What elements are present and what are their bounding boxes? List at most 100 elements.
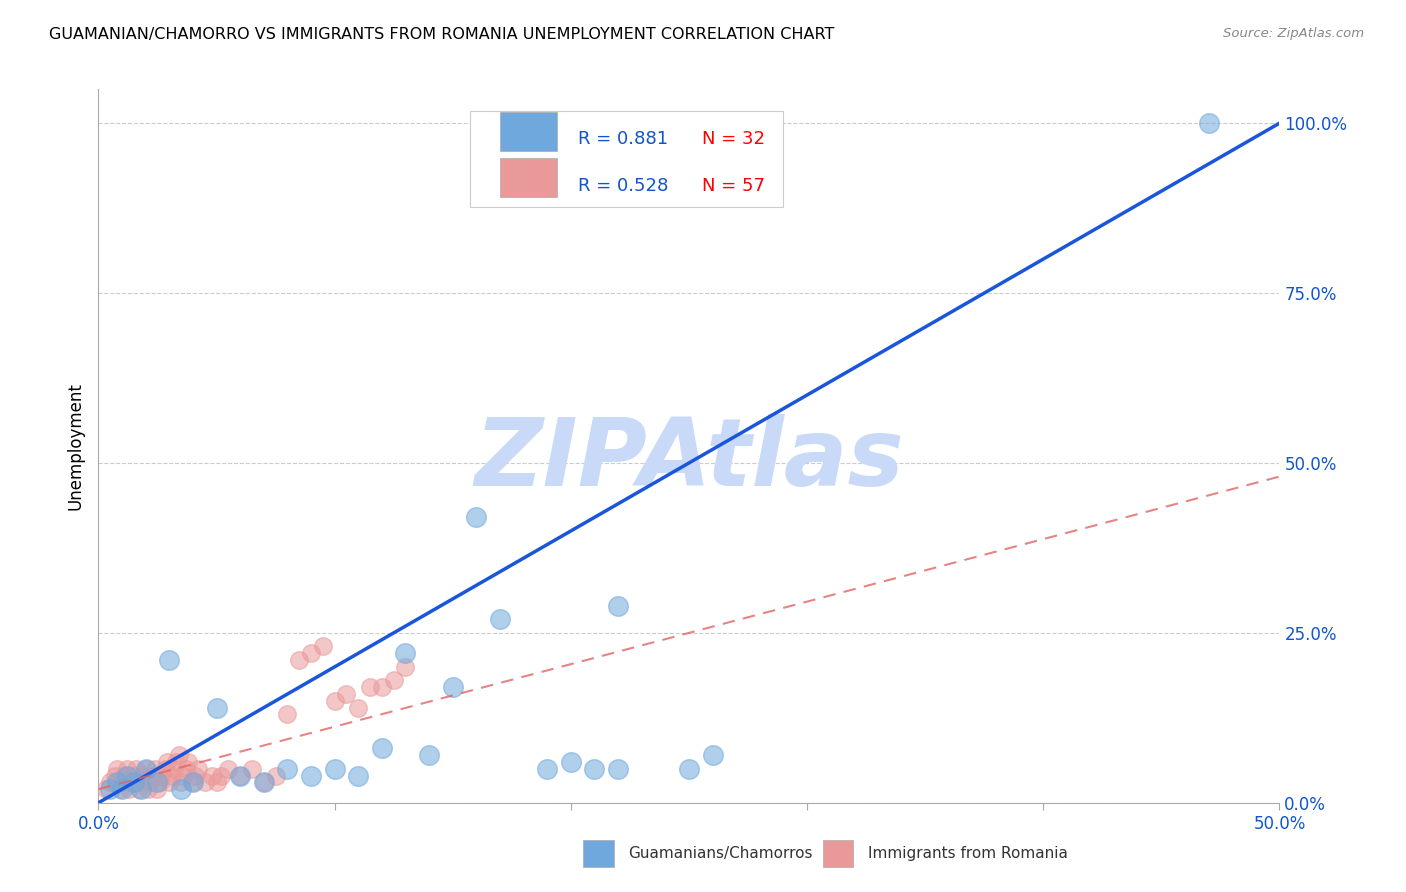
Point [194,775,217,789]
Point [146,775,169,789]
Point [122,769,145,783]
Point [132,769,155,783]
Bar [583,840,614,867]
Point [112,769,135,783]
Point [299,646,322,660]
Point [170,775,193,789]
Point [172,769,194,783]
Point [347,700,370,714]
Point [165,755,187,769]
Point [157,775,180,789]
Text: Source: ZipAtlas.com: Source: ZipAtlas.com [1223,27,1364,40]
Point [149,775,172,789]
Point [135,762,157,776]
Point [240,762,263,776]
Point [150,769,173,783]
Point [299,769,322,783]
Point [205,700,228,714]
Text: N = 32: N = 32 [702,130,765,148]
Point [489,612,512,626]
Point [312,640,335,654]
Point [167,748,190,763]
Point [678,762,700,776]
Point [111,775,134,789]
Point [441,680,464,694]
Point [276,707,298,722]
Point [205,775,228,789]
Point [347,769,370,783]
Point [108,782,131,797]
Point [382,673,405,688]
Point [276,762,298,776]
FancyBboxPatch shape [501,112,557,151]
Point [583,762,606,776]
Point [229,769,252,783]
Point [146,782,169,797]
Point [264,769,287,783]
Point [177,755,200,769]
Point [105,762,128,776]
Point [163,762,186,776]
Point [104,769,127,783]
Point [122,775,145,789]
Point [181,775,204,789]
Text: ZIPAtlas: ZIPAtlas [474,414,904,507]
Point [323,762,346,776]
Point [94,782,117,797]
Point [98,782,121,797]
Point [139,775,162,789]
Point [560,755,582,769]
Point [181,775,204,789]
Point [702,748,724,763]
Text: R = 0.528: R = 0.528 [578,177,668,194]
Point [98,775,121,789]
Point [121,775,143,789]
Point [418,748,440,763]
Point [394,646,416,660]
Point [170,782,193,797]
Point [217,762,239,776]
Point [1198,116,1220,130]
Point [201,769,224,783]
Point [371,741,394,756]
Point [129,775,152,789]
Point [323,694,346,708]
Text: N = 57: N = 57 [702,177,765,194]
Point [187,762,209,776]
Point [184,769,207,783]
Point [128,782,150,797]
Point [125,762,148,776]
Text: GUAMANIAN/CHAMORRO VS IMMIGRANTS FROM ROMANIA UNEMPLOYMENT CORRELATION CHART: GUAMANIAN/CHAMORRO VS IMMIGRANTS FROM RO… [49,27,835,42]
Point [288,653,311,667]
Point [143,762,166,776]
Point [115,769,138,783]
Point [160,769,183,783]
Text: Guamanians/Chamorros: Guamanians/Chamorros [628,847,813,861]
FancyBboxPatch shape [501,158,557,197]
Point [536,762,558,776]
Point [135,762,157,776]
Point [209,769,232,783]
Point [129,782,152,797]
Y-axis label: Unemployment: Unemployment [66,382,84,510]
Point [142,769,165,783]
Bar [823,840,853,867]
Point [371,680,394,694]
Point [136,782,159,797]
Point [335,687,357,701]
Point [115,762,138,776]
Point [153,762,176,776]
Point [111,782,134,797]
Point [174,762,197,776]
Point [229,769,252,783]
Text: Immigrants from Romania: Immigrants from Romania [868,847,1067,861]
Point [607,599,630,613]
Point [465,510,488,524]
Point [394,660,416,674]
Point [253,775,276,789]
Point [105,775,128,789]
Point [359,680,381,694]
Point [253,775,276,789]
Point [607,762,630,776]
Point [118,782,141,797]
